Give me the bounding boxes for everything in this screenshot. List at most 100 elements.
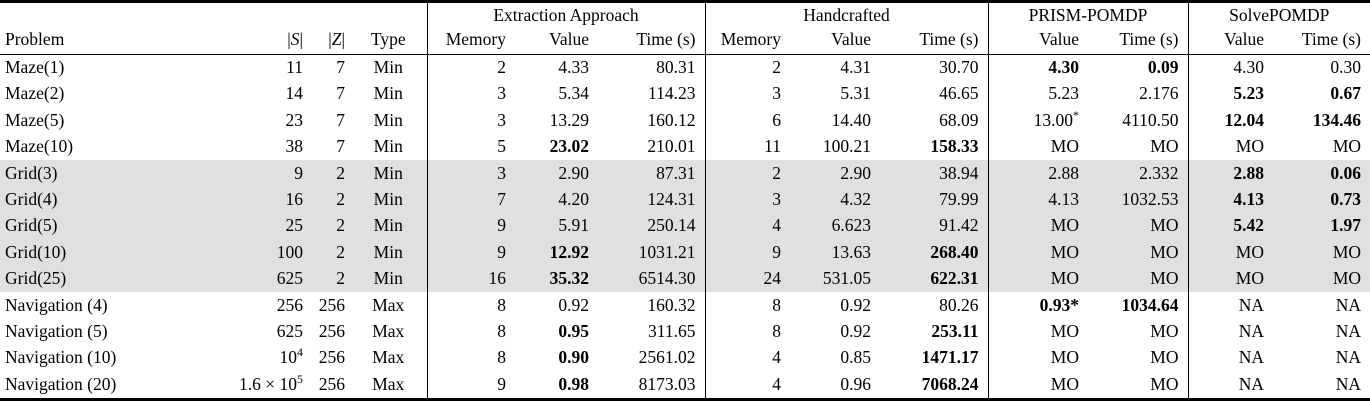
column-header-time-s: Time (s) xyxy=(1088,27,1188,55)
table-cell: 114.23 xyxy=(648,83,696,104)
table-cell: MO xyxy=(1088,239,1188,266)
table-cell: 0.92 xyxy=(558,294,589,315)
table-cell: 311.65 xyxy=(648,321,696,342)
table-cell: 2.176 xyxy=(1139,83,1179,104)
table-cell: 6514.30 xyxy=(598,265,705,293)
table-cell: MO xyxy=(987,265,1088,293)
table-cell: 16 xyxy=(426,265,515,293)
table-cell: 1031.21 xyxy=(598,239,705,266)
table-cell: MO xyxy=(1150,321,1179,342)
table-cell: 2.88 xyxy=(987,160,1088,187)
table-cell: 8 xyxy=(704,292,790,319)
group-header-solvepomdp: SolvePOMDP xyxy=(1187,1,1370,28)
table-cell: 1032.53 xyxy=(1088,186,1188,214)
column-header-z: |Z| xyxy=(312,27,354,55)
table-cell: Min xyxy=(373,83,403,104)
table-cell: 9 xyxy=(170,160,312,187)
table-cell: 0.92 xyxy=(840,294,871,315)
table-cell: 6.623 xyxy=(790,213,880,240)
column-header-time-s: Time (s) xyxy=(598,27,705,55)
table-cell: 4.32 xyxy=(790,186,880,214)
table-cell: 4.13 xyxy=(1187,186,1273,214)
table-cell: 23.02 xyxy=(549,136,589,157)
table-cell: NA xyxy=(1335,294,1362,315)
table-cell: 124.31 xyxy=(598,186,705,214)
table-cell: NA xyxy=(1187,318,1273,346)
table-row: Maze(10) 38 7 Min 5 23.02 210.01 11 100.21 158.33… xyxy=(0,133,1370,161)
table-cell: 4110.50 xyxy=(1122,109,1179,130)
table-cell: 0.92 xyxy=(840,321,871,342)
column-header-value: Value xyxy=(987,27,1088,55)
table-cell: MO xyxy=(987,213,1088,240)
table-cell: 0.30 xyxy=(1330,57,1362,78)
table-cell: 2.332 xyxy=(1088,160,1188,187)
table-cell: 11 xyxy=(704,133,790,161)
table-cell: 1471.17 xyxy=(921,347,979,368)
table-cell: 11 xyxy=(286,57,303,78)
table-cell: 4.30 xyxy=(1187,54,1273,82)
table-cell: 4 xyxy=(704,371,790,400)
table-cell: 5.91 xyxy=(515,213,598,240)
table-cell: 2 xyxy=(312,160,354,187)
table-cell: 100 xyxy=(170,239,312,266)
table-cell: 256 xyxy=(318,347,345,368)
table-cell: 3 xyxy=(426,160,515,187)
table-head: Extraction Approach Handcrafted PRISM-POMD… xyxy=(0,1,1370,55)
table-cell: 1.97 xyxy=(1273,213,1370,240)
table-cell: NA xyxy=(1335,321,1362,342)
table-cell: 13.00* xyxy=(987,107,1088,134)
table-row: Maze(5) 23 7 Min 3 13.29 160.12 6 14.40 68.09 13.0… xyxy=(0,107,1370,134)
table-row: Navigation (20) 1.6 × 105 256 Max 9 0.98 8173.… xyxy=(0,371,1370,400)
table-cell: 7 xyxy=(336,57,345,78)
column-header-s: |S| xyxy=(170,27,312,55)
table-cell: Max xyxy=(372,321,405,342)
table-row: Grid(4) 16 2 Min 7 4.20 124.31 3 4.32 79.99 4.13 10… xyxy=(0,186,1370,214)
table-cell: MO xyxy=(1088,213,1188,240)
table-cell: 2.88 xyxy=(1187,160,1273,187)
group-header-col xyxy=(0,2,427,28)
table-cell: 0.93* xyxy=(987,292,1088,319)
table-cell: 4.33 xyxy=(558,57,589,78)
group-header-extraction-approach: Extraction Approach xyxy=(426,1,705,28)
table-cell: 13.63 xyxy=(790,239,880,266)
column-header-memory: Memory xyxy=(426,27,515,55)
table-cell: 3 xyxy=(426,81,515,108)
table-cell: NA xyxy=(1187,292,1273,319)
table-cell: 8 xyxy=(426,345,515,372)
table-cell: 0.09 xyxy=(1147,57,1179,78)
table-cell: 622.31 xyxy=(880,265,988,293)
column-header-value: Value xyxy=(790,27,880,55)
table-cell: 2 xyxy=(704,160,790,187)
table-row: Grid(25) 625 2 Min 16 35.32 6514.30 24 531.05 622… xyxy=(0,265,1370,293)
table-cell: 14 xyxy=(285,83,304,104)
group-header-row: Extraction Approach Handcrafted PRISM-POMD… xyxy=(0,1,1370,28)
table-cell: 4 xyxy=(704,345,790,372)
table-cell: 9 xyxy=(704,239,790,266)
table-cell: 7 xyxy=(336,136,345,157)
table-cell: 256 xyxy=(318,373,345,394)
table-cell: 5.23 xyxy=(1187,81,1273,108)
table-cell: 5 xyxy=(426,133,515,161)
table-cell: 100.21 xyxy=(822,136,871,157)
problem-name-cell: Maze(10) xyxy=(5,136,74,157)
table-cell: 158.33 xyxy=(930,136,979,157)
table-cell: 2.90 xyxy=(790,160,880,187)
table-cell: 68.09 xyxy=(939,109,979,130)
table-cell: 12.04 xyxy=(1187,107,1273,134)
table-cell: 9 xyxy=(426,213,515,240)
table-cell: 5.34 xyxy=(558,83,589,104)
table-cell: 87.31 xyxy=(598,160,705,187)
problem-name-cell: Grid(10) xyxy=(0,239,170,266)
table-cell: 16 xyxy=(170,186,312,214)
column-header-value: Value xyxy=(515,27,598,55)
table-cell: MO xyxy=(1332,136,1362,157)
problem-name-cell: Navigation (4) xyxy=(5,294,108,315)
table-cell: 30.70 xyxy=(939,57,979,78)
table-cell: 91.42 xyxy=(880,213,988,240)
column-header-time-s: Time (s) xyxy=(1273,27,1370,55)
table-cell: 0.85 xyxy=(840,347,871,368)
table-cell: 80.26 xyxy=(939,294,979,315)
column-header-memory: Memory xyxy=(704,27,790,55)
table-cell: 0.90 xyxy=(558,347,589,368)
table-cell: 3 xyxy=(704,81,790,108)
